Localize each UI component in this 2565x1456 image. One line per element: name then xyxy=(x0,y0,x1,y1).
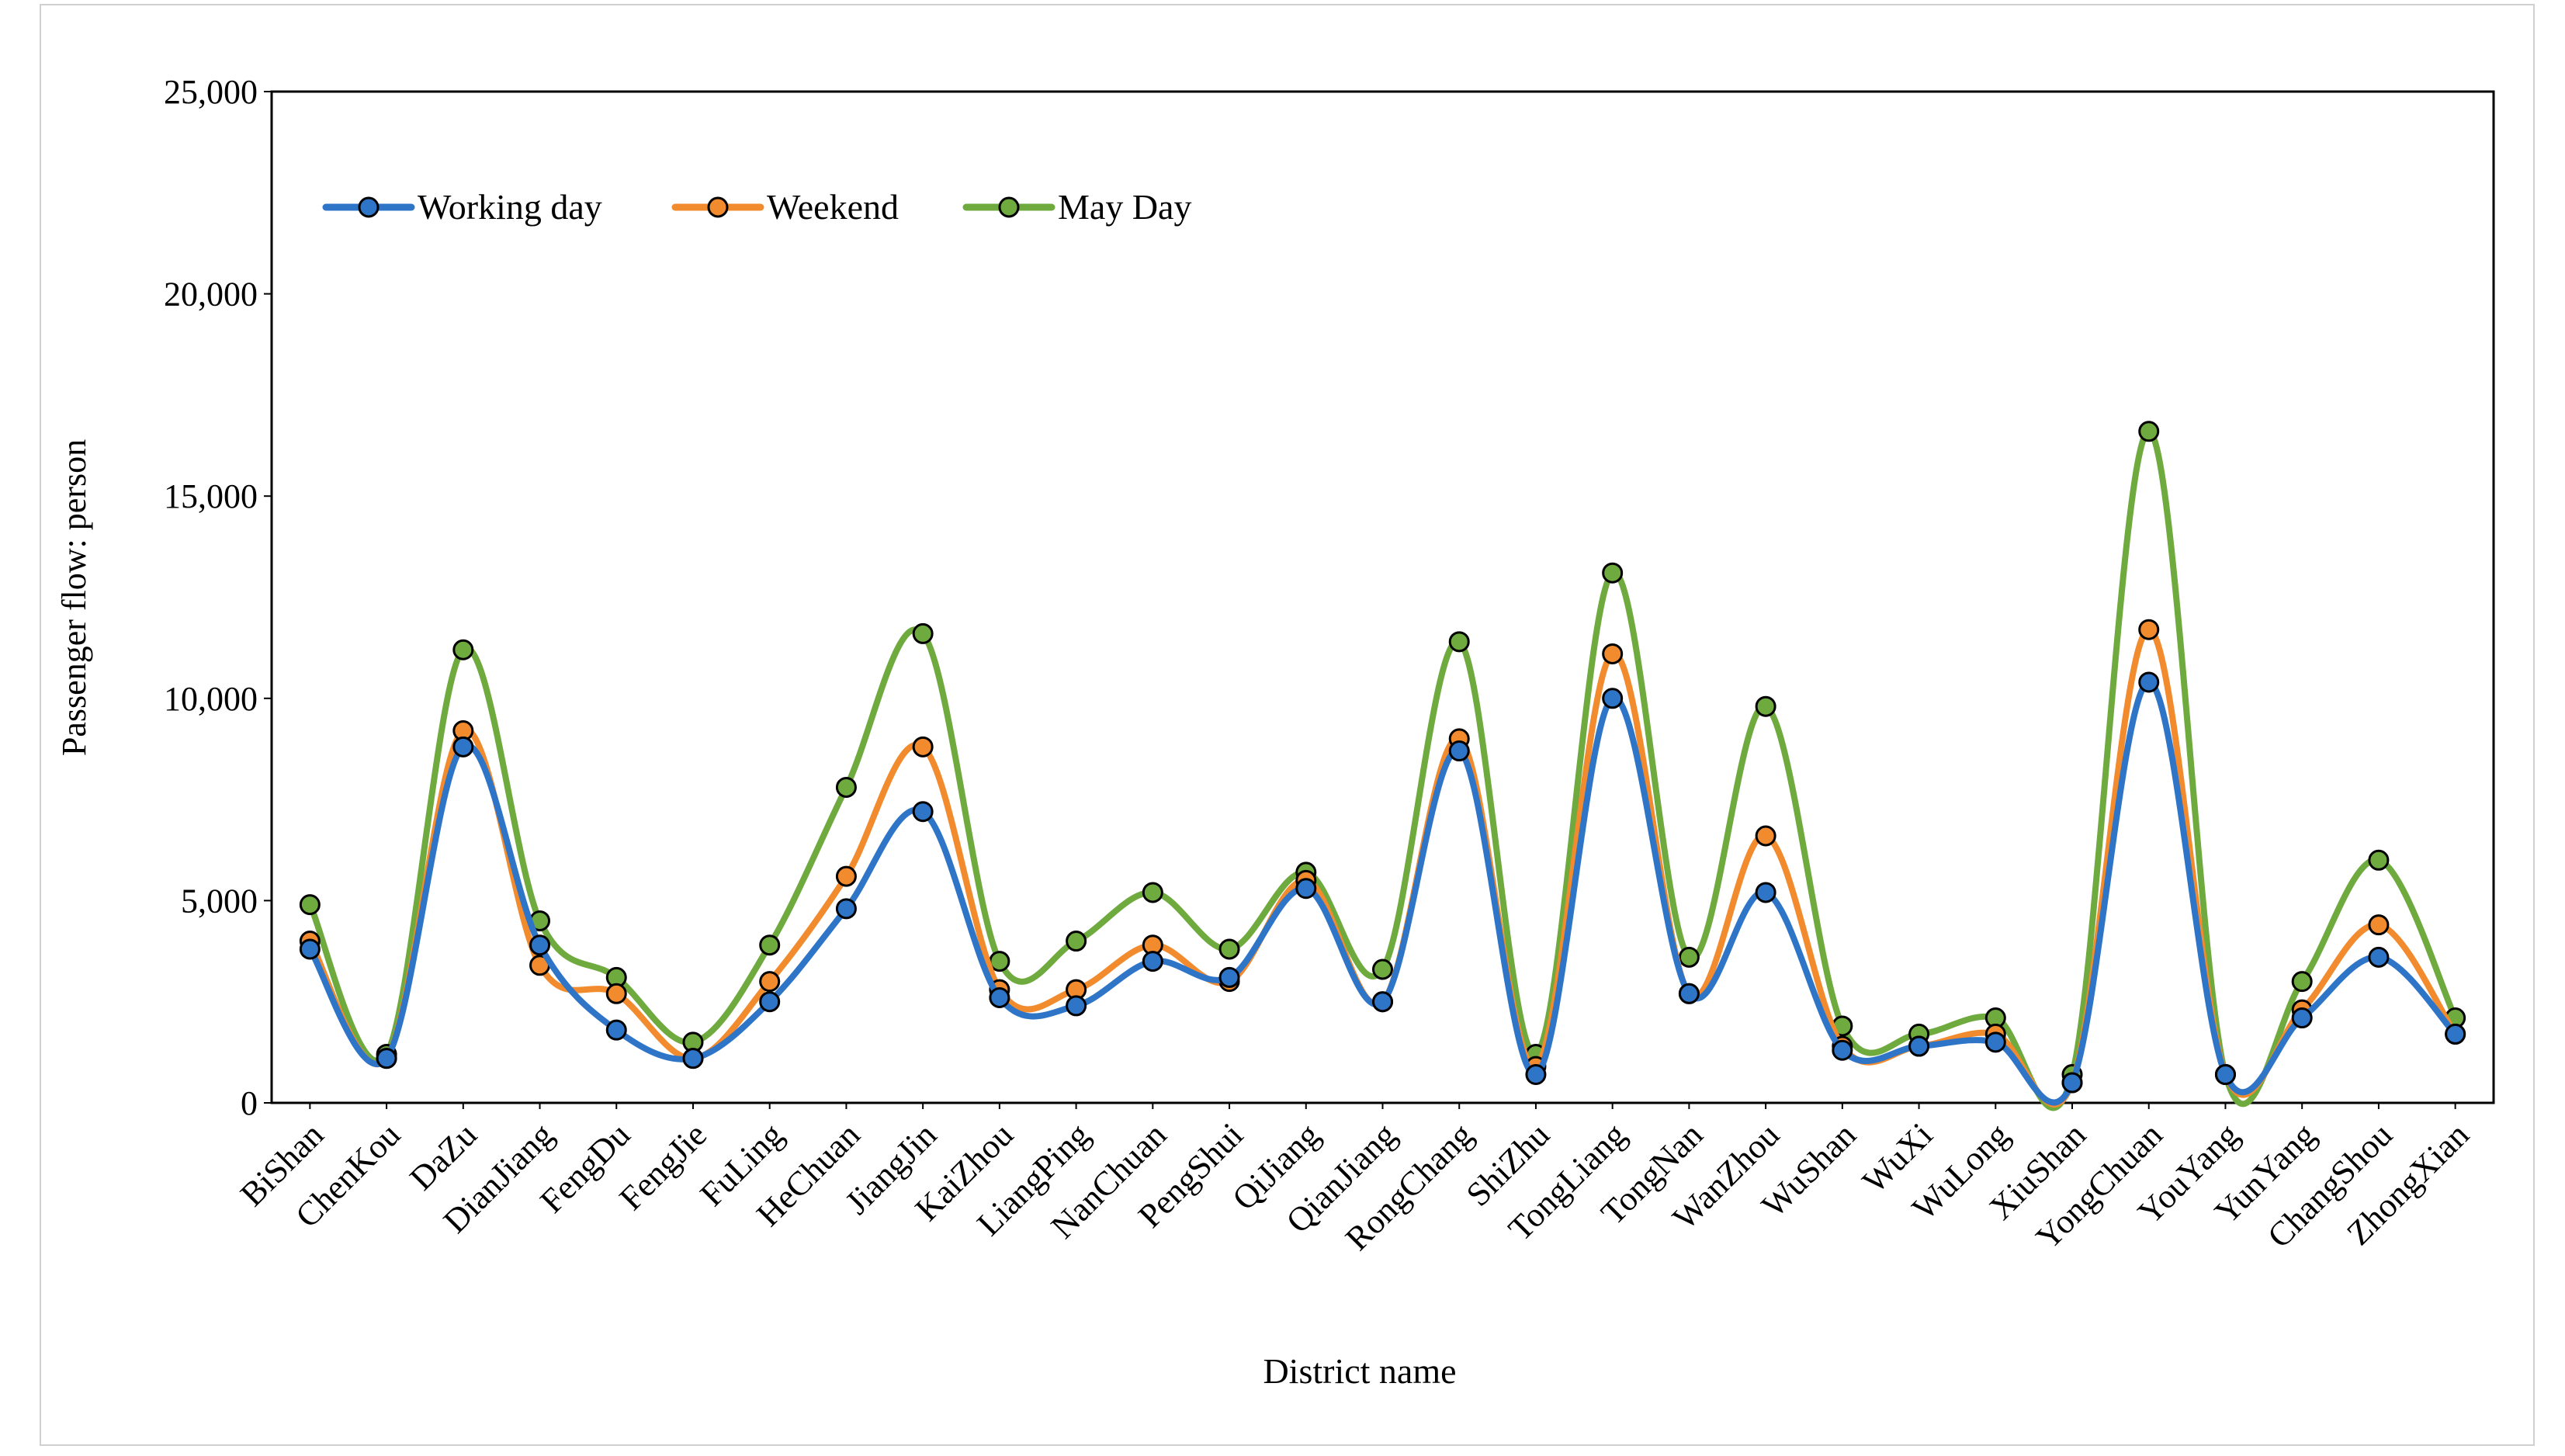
point-working-day-hechuan xyxy=(835,898,857,920)
y-tick-label: 25,000 xyxy=(164,73,258,111)
legend-label-may-day: May Day xyxy=(1058,187,1191,227)
y-tick-label: 15,000 xyxy=(164,477,258,515)
point-may-day-jiangjin xyxy=(912,622,934,644)
point-weekend-wanzhou xyxy=(1755,825,1776,847)
legend-marker-may-day xyxy=(998,196,1020,218)
point-weekend-changshou xyxy=(2368,914,2390,936)
point-working-day-fengjie xyxy=(682,1048,704,1069)
x-axis-title: District name xyxy=(1263,1351,1456,1391)
point-working-day-tongnan xyxy=(1678,983,1700,1004)
point-working-day-wuxi xyxy=(1908,1035,1930,1057)
point-weekend-jiangjin xyxy=(912,736,934,757)
legend-item-weekend: Weekend xyxy=(671,187,899,227)
y-axis: 0 5,000 10,000 15,000 20,000 25,000 xyxy=(164,73,272,1122)
point-working-day-youyang xyxy=(2214,1064,2236,1086)
series-layer xyxy=(299,421,2466,1111)
point-may-day-yunyang xyxy=(2291,971,2313,993)
y-tick-label: 0 xyxy=(241,1084,258,1122)
point-working-day-dazu xyxy=(452,736,474,757)
legend-item-may-day: May Day xyxy=(962,187,1191,227)
y-axis-title: Passenger flow: person xyxy=(55,439,93,756)
legend-item-working-day: Working day xyxy=(322,187,602,227)
point-working-day-wulong xyxy=(1984,1031,2006,1053)
point-weekend-yongchuan xyxy=(2138,619,2160,640)
point-weekend-fengdu xyxy=(605,983,627,1004)
point-working-day-nanchuan xyxy=(1142,951,1163,972)
point-working-day-wushan xyxy=(1832,1039,1853,1061)
point-weekend-tongliang xyxy=(1602,643,1624,664)
point-may-day-hechuan xyxy=(835,776,857,798)
point-working-day-yongchuan xyxy=(2138,671,2160,693)
figure-border xyxy=(40,4,2535,1446)
point-weekend-fuling xyxy=(759,971,781,993)
legend-label-weekend: Weekend xyxy=(767,187,899,227)
point-may-day-bishan xyxy=(299,894,321,916)
point-working-day-rongchang xyxy=(1448,740,1470,762)
point-working-day-fengdu xyxy=(605,1019,627,1041)
point-working-day-xiushan xyxy=(2061,1072,2083,1094)
point-working-day-pengshui xyxy=(1218,966,1240,988)
point-working-day-qianjiang xyxy=(1372,991,1393,1013)
point-working-day-bishan xyxy=(299,938,321,960)
point-working-day-chenkou xyxy=(376,1048,397,1069)
series-working-day xyxy=(299,671,2466,1106)
series-may-day xyxy=(299,421,2466,1111)
point-working-day-yunyang xyxy=(2291,1007,2313,1029)
legend: Working day Weekend May Day xyxy=(322,187,1191,227)
y-tick-label: 20,000 xyxy=(164,276,258,314)
point-working-day-dianjiang xyxy=(529,934,551,956)
point-may-day-tongnan xyxy=(1678,946,1700,968)
point-working-day-jiangjin xyxy=(912,801,934,823)
point-may-day-nanchuan xyxy=(1142,882,1163,903)
y-tick-label: 10,000 xyxy=(164,680,258,718)
point-working-day-kaizhou xyxy=(989,986,1010,1008)
point-working-day-zhongxian xyxy=(2445,1023,2466,1045)
point-may-day-tongliang xyxy=(1602,562,1624,584)
point-working-day-liangping xyxy=(1066,995,1087,1017)
legend-marker-working-day xyxy=(358,196,380,218)
point-working-day-changshou xyxy=(2368,946,2390,968)
legend-label-working-day: Working day xyxy=(418,187,602,227)
point-weekend-hechuan xyxy=(835,865,857,887)
point-working-day-wanzhou xyxy=(1755,882,1776,903)
point-may-day-fuling xyxy=(759,934,781,956)
point-may-day-yongchuan xyxy=(2138,421,2160,442)
point-may-day-qianjiang xyxy=(1372,959,1393,980)
point-may-day-rongchang xyxy=(1448,631,1470,653)
point-working-day-shizhu xyxy=(1525,1064,1547,1086)
point-may-day-pengshui xyxy=(1218,938,1240,960)
point-may-day-wanzhou xyxy=(1755,695,1776,717)
point-working-day-tongliang xyxy=(1602,688,1624,709)
y-tick-label: 5,000 xyxy=(181,882,258,920)
point-working-day-qijiang xyxy=(1295,878,1317,900)
point-may-day-changshou xyxy=(2368,849,2390,871)
legend-marker-weekend xyxy=(707,196,729,218)
point-may-day-liangping xyxy=(1066,931,1087,952)
point-may-day-dazu xyxy=(452,639,474,660)
point-working-day-fuling xyxy=(759,991,781,1013)
